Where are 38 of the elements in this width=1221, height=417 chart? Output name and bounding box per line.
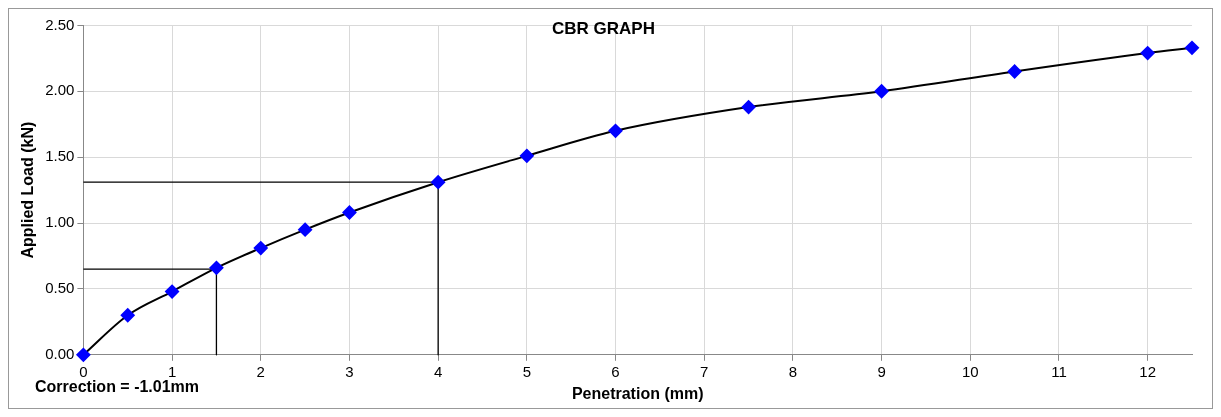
- y-tick-label: 2.00: [45, 81, 75, 99]
- point: [120, 308, 135, 323]
- point: [874, 84, 889, 99]
- y-tick-label: 1.50: [45, 147, 75, 165]
- x-tick-label: 11: [1051, 362, 1067, 380]
- point: [298, 222, 313, 237]
- point: [209, 260, 224, 275]
- chart-title: CBR GRAPH: [552, 18, 655, 38]
- x-tick-label: 8: [788, 362, 798, 380]
- point: [741, 100, 756, 115]
- point: [76, 347, 91, 362]
- x-tick-label: 1: [167, 362, 177, 380]
- text: Correction = -1.01mm: [35, 378, 200, 396]
- x-tick-label: 2: [256, 362, 265, 380]
- x-tick-label: 10: [961, 362, 979, 380]
- point: [1007, 64, 1022, 79]
- y-tick-label: 2.50: [45, 15, 75, 33]
- y-tick-label: 0.50: [45, 279, 75, 297]
- x-tick-label: 3: [345, 362, 354, 380]
- point: [431, 175, 446, 190]
- point: [253, 241, 268, 256]
- point: [1185, 40, 1199, 55]
- x-tick-label: 4: [433, 362, 443, 380]
- point: [342, 205, 357, 220]
- x-tick-label: 9: [877, 362, 886, 380]
- x-tick-label: 5: [522, 362, 532, 380]
- x-tick-label: 12: [1139, 362, 1156, 380]
- point: [608, 123, 623, 138]
- point: [1140, 46, 1155, 61]
- x-tick-label: 6: [611, 362, 620, 380]
- y-tick-label: 0.00: [45, 344, 75, 362]
- x-tick-label: 7: [700, 362, 709, 380]
- y-tick-label: 1.00: [45, 213, 75, 231]
- point: [165, 284, 180, 299]
- x-axis-title: Penetration (mm): [571, 384, 704, 402]
- x-tick-label: 0: [79, 362, 88, 380]
- y-axis-title: Applied Load (kN): [19, 121, 37, 259]
- point: [519, 148, 534, 163]
